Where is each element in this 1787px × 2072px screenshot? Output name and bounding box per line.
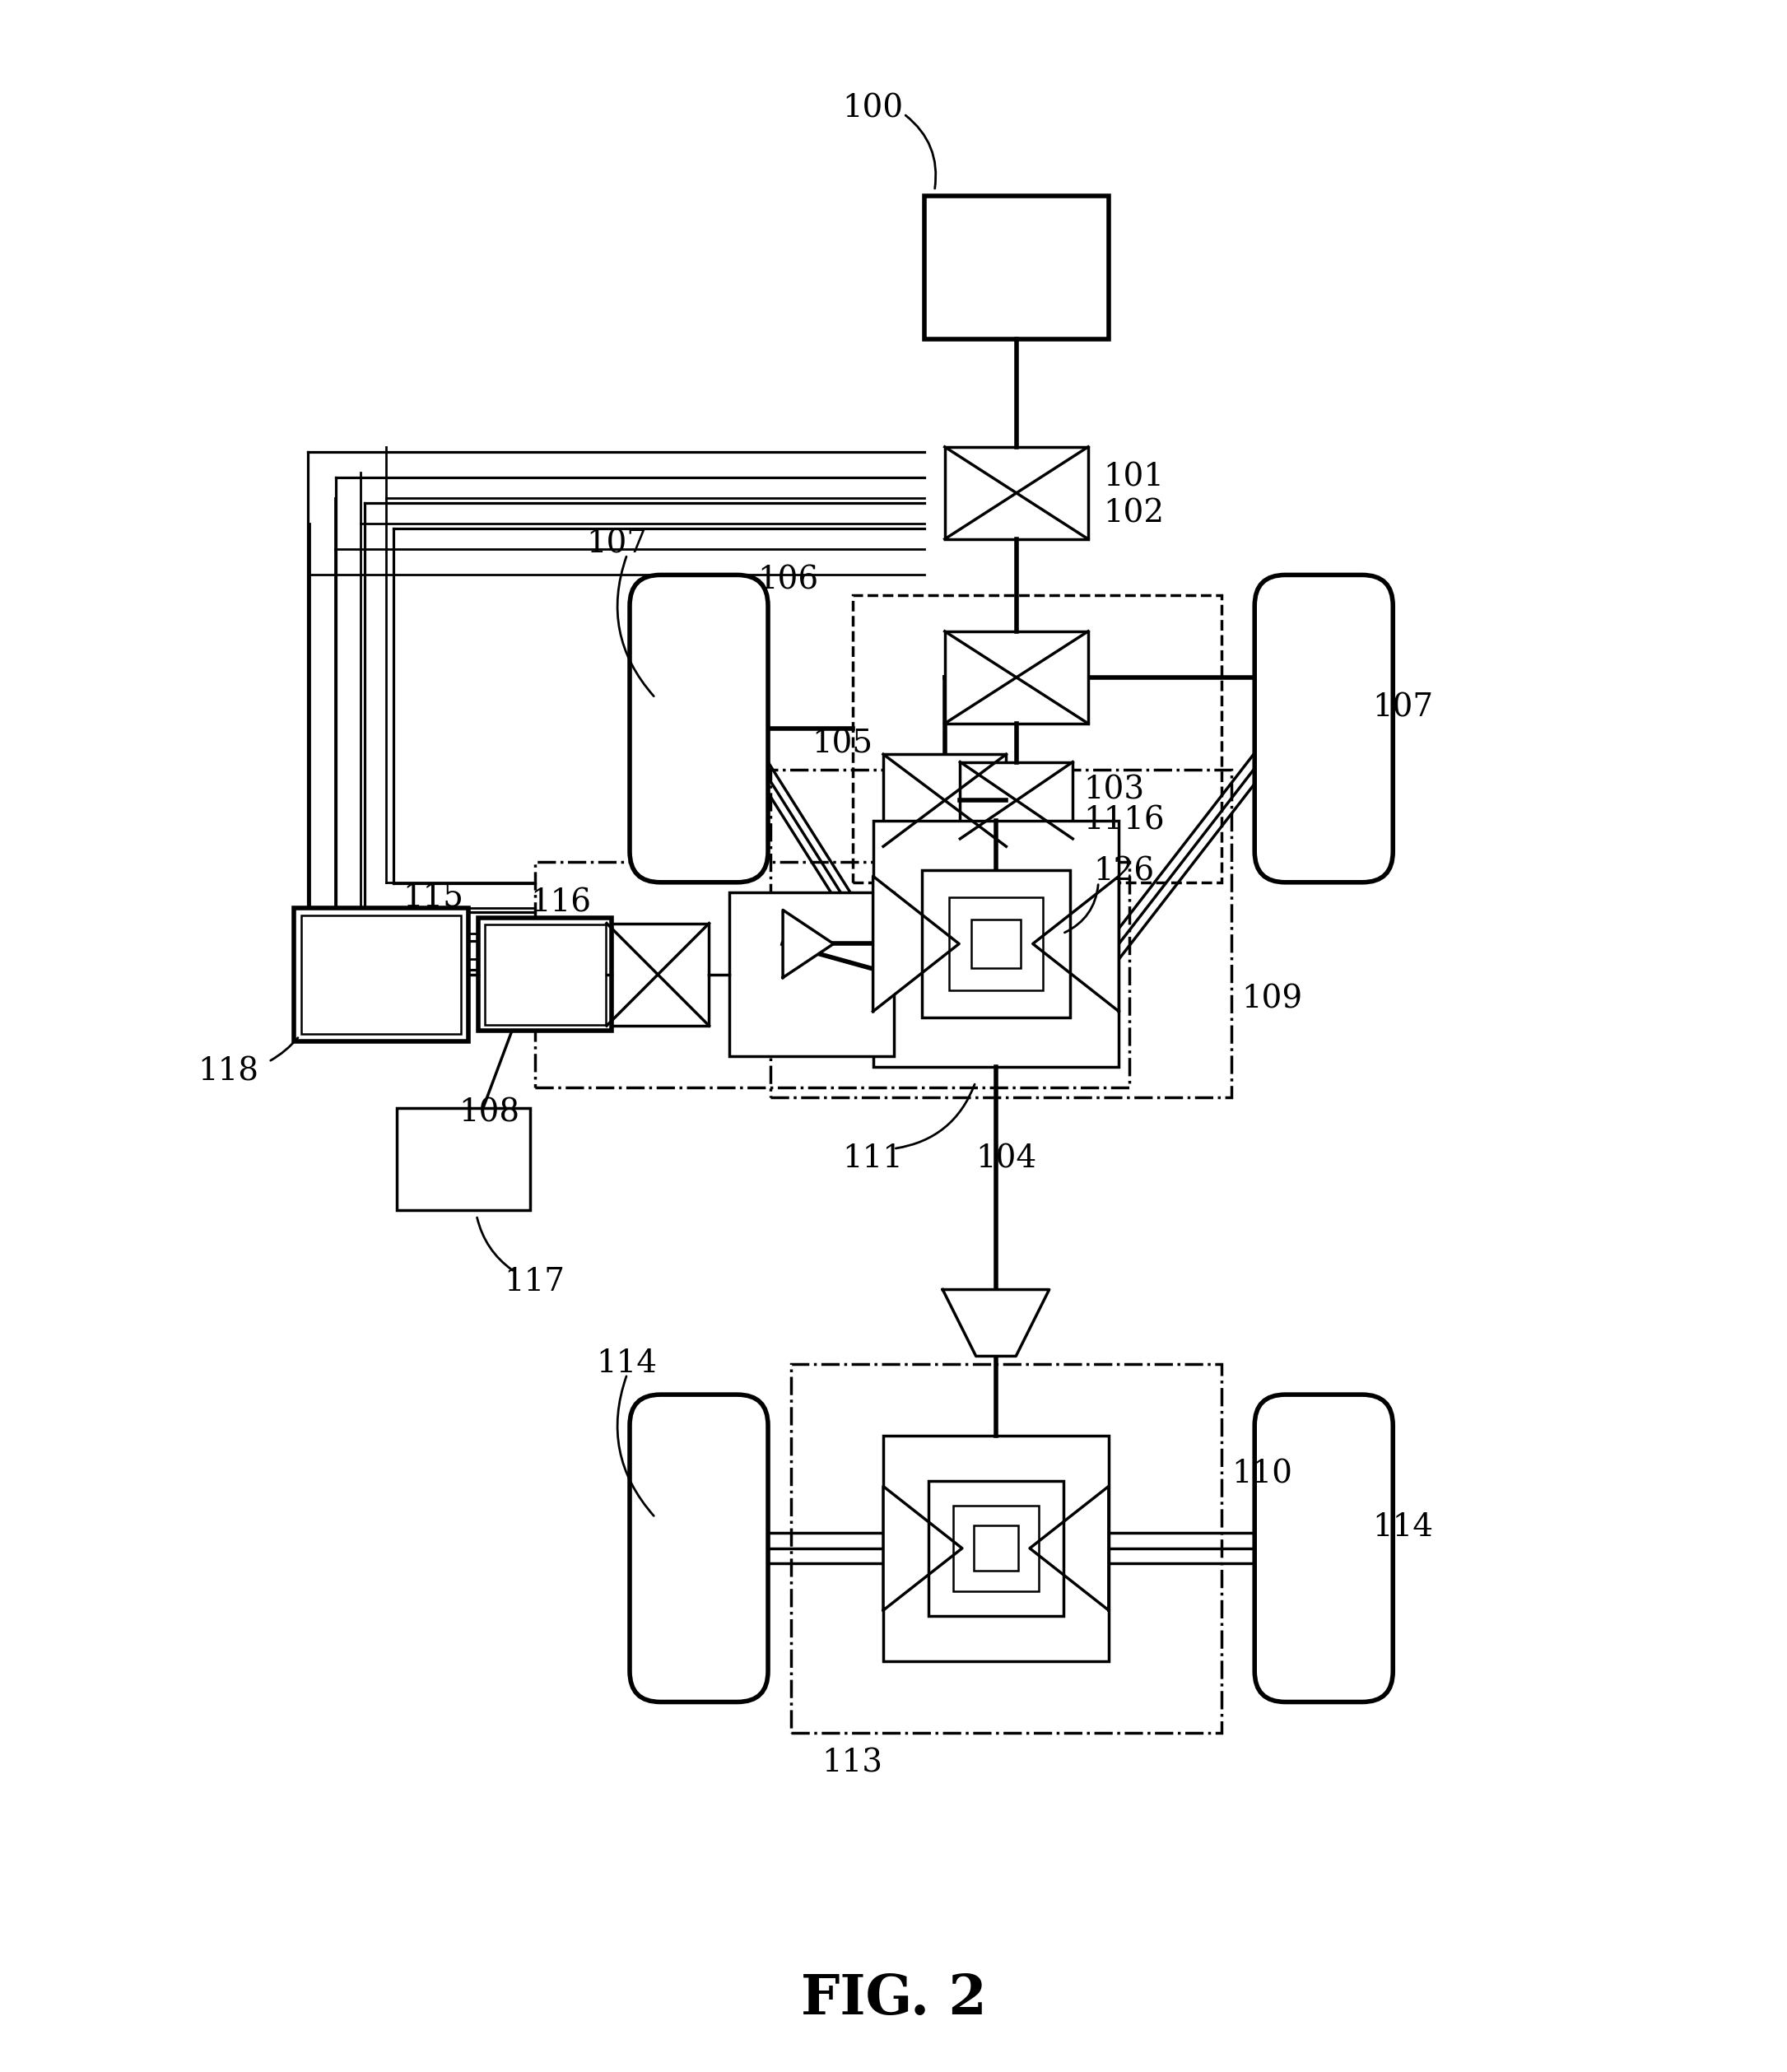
Polygon shape bbox=[874, 876, 960, 1011]
FancyBboxPatch shape bbox=[972, 920, 1020, 968]
Text: 116: 116 bbox=[531, 887, 591, 918]
FancyBboxPatch shape bbox=[479, 918, 611, 1032]
Text: 118: 118 bbox=[197, 1057, 259, 1088]
Text: 114: 114 bbox=[1372, 1513, 1433, 1544]
FancyBboxPatch shape bbox=[397, 1109, 529, 1210]
FancyBboxPatch shape bbox=[922, 870, 1070, 1017]
Text: 114: 114 bbox=[597, 1349, 658, 1380]
FancyBboxPatch shape bbox=[927, 1481, 1063, 1616]
FancyBboxPatch shape bbox=[302, 916, 461, 1034]
Text: 108: 108 bbox=[459, 1098, 520, 1127]
Text: 106: 106 bbox=[758, 566, 818, 595]
Text: 109: 109 bbox=[1242, 984, 1303, 1015]
Polygon shape bbox=[944, 1289, 1049, 1357]
FancyBboxPatch shape bbox=[629, 574, 768, 883]
Text: 1116: 1116 bbox=[1083, 806, 1163, 837]
FancyBboxPatch shape bbox=[945, 632, 1088, 723]
Text: 107: 107 bbox=[586, 528, 647, 559]
Text: 104: 104 bbox=[976, 1144, 1036, 1175]
Text: 105: 105 bbox=[811, 729, 874, 758]
Text: 126: 126 bbox=[1094, 858, 1154, 887]
FancyBboxPatch shape bbox=[945, 448, 1088, 539]
Polygon shape bbox=[1033, 876, 1119, 1011]
FancyBboxPatch shape bbox=[484, 924, 606, 1026]
FancyBboxPatch shape bbox=[295, 908, 468, 1040]
FancyBboxPatch shape bbox=[960, 762, 1072, 839]
FancyBboxPatch shape bbox=[874, 821, 1119, 1067]
Text: 117: 117 bbox=[504, 1266, 565, 1297]
FancyBboxPatch shape bbox=[949, 897, 1042, 990]
FancyBboxPatch shape bbox=[974, 1525, 1019, 1571]
Polygon shape bbox=[1029, 1486, 1108, 1610]
Text: 101: 101 bbox=[1104, 462, 1165, 493]
FancyBboxPatch shape bbox=[883, 1436, 1108, 1662]
FancyBboxPatch shape bbox=[924, 197, 1108, 340]
FancyBboxPatch shape bbox=[729, 893, 894, 1057]
Text: 100: 100 bbox=[842, 93, 902, 124]
FancyBboxPatch shape bbox=[629, 1394, 768, 1701]
Text: 102: 102 bbox=[1104, 497, 1165, 528]
FancyBboxPatch shape bbox=[1254, 574, 1392, 883]
Text: 113: 113 bbox=[822, 1749, 883, 1778]
FancyBboxPatch shape bbox=[952, 1506, 1038, 1591]
Text: 110: 110 bbox=[1231, 1459, 1292, 1490]
FancyBboxPatch shape bbox=[606, 924, 709, 1026]
Text: 107: 107 bbox=[1372, 692, 1433, 723]
Text: 103: 103 bbox=[1083, 775, 1144, 806]
Text: FIG. 2: FIG. 2 bbox=[801, 1973, 986, 2026]
Polygon shape bbox=[883, 1486, 961, 1610]
Text: 115: 115 bbox=[402, 883, 463, 914]
FancyBboxPatch shape bbox=[883, 754, 1006, 847]
FancyBboxPatch shape bbox=[935, 891, 1058, 978]
Polygon shape bbox=[783, 910, 833, 978]
FancyBboxPatch shape bbox=[1254, 1394, 1392, 1701]
Text: 111: 111 bbox=[842, 1144, 902, 1175]
